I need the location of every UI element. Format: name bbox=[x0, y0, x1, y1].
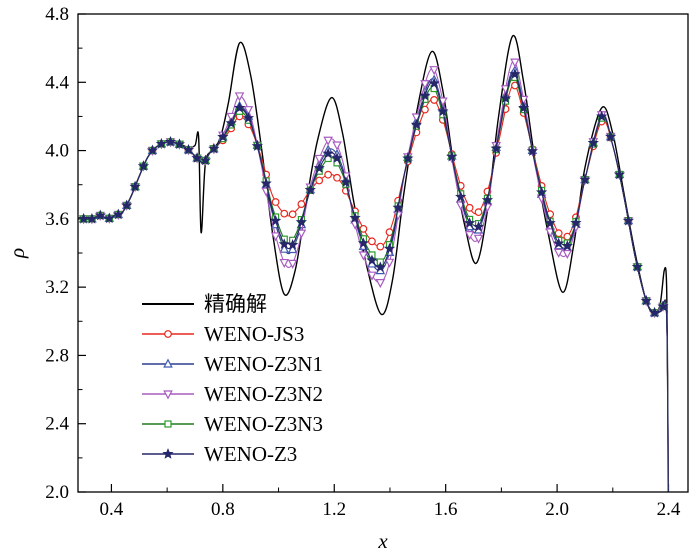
plot-frame bbox=[77, 13, 689, 493]
y-tick-label: 2.8 bbox=[45, 345, 69, 366]
legend-item-精确解: 精确解 bbox=[142, 292, 267, 316]
legend-label: WENO-Z3N1 bbox=[204, 352, 323, 376]
series-markers-WENO-Z3N1 bbox=[78, 65, 668, 317]
legend-label: WENO-Z3 bbox=[204, 442, 297, 466]
y-tick-label: 4.4 bbox=[45, 72, 69, 93]
y-tick-label: 3.2 bbox=[45, 277, 69, 298]
y-tick-label: 4.8 bbox=[45, 4, 69, 25]
series-markers-WENO-Z3N3 bbox=[79, 73, 667, 317]
legend-label: WENO-JS3 bbox=[204, 322, 304, 346]
x-axis-title: x bbox=[377, 529, 388, 553]
legend-item-WENO-Z3N1: WENO-Z3N1 bbox=[142, 352, 323, 376]
series-markers-WENO-JS3 bbox=[79, 81, 667, 317]
x-tick-label: 1.2 bbox=[322, 499, 346, 520]
legend-label: WENO-Z3N3 bbox=[204, 412, 323, 436]
legend: 精确解 WENO-JS3 WENO-Z3N1 WENO-Z3N2 WENO-Z3N3 WE… bbox=[142, 292, 323, 466]
series-line-WENO-JS3 bbox=[83, 84, 669, 492]
y-tick-label: 2.0 bbox=[45, 482, 69, 503]
x-tick-label: 1.6 bbox=[434, 499, 458, 520]
x-tick-label: 2.4 bbox=[657, 499, 681, 520]
legend-item-WENO-JS3: WENO-JS3 bbox=[142, 322, 304, 346]
legend-item-WENO-Z3: WENO-Z3 bbox=[142, 442, 297, 466]
legend-label: 精确解 bbox=[204, 292, 267, 316]
axis-ticks: 0.4 0.8 1.2 1.6 2.0 2.4 2.0 2.4 2.8 3.2 3.6 4.0 4.4 4… bbox=[45, 4, 681, 520]
y-tick-label: 3.6 bbox=[45, 209, 69, 230]
legend-label: WENO-Z3N2 bbox=[204, 382, 323, 406]
x-tick-label: 0.8 bbox=[211, 499, 235, 520]
series-line-WENO-Z3 bbox=[83, 72, 669, 492]
x-tick-label: 0.4 bbox=[100, 499, 124, 520]
legend-item-WENO-Z3N3: WENO-Z3N3 bbox=[142, 412, 323, 436]
y-axis-title: ρ bbox=[5, 248, 29, 259]
y-tick-label: 2.4 bbox=[45, 414, 69, 435]
legend-item-WENO-Z3N2: WENO-Z3N2 bbox=[142, 382, 323, 406]
series-markers-WENO-Z3 bbox=[78, 68, 669, 318]
y-tick-label: 4.0 bbox=[45, 141, 69, 162]
x-tick-label: 2.0 bbox=[545, 499, 569, 520]
